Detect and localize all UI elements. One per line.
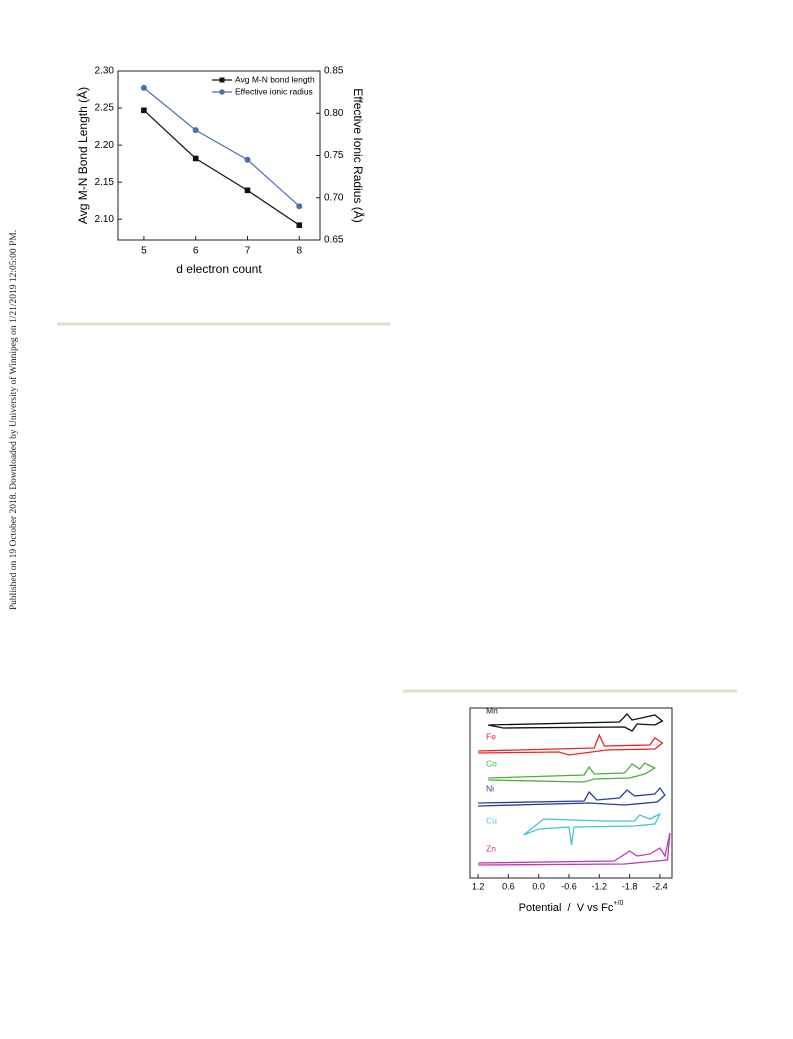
side-note: Published on 19 October 2018. Downloaded…: [8, 230, 19, 610]
y2-tick-label: 0.65: [324, 235, 344, 246]
x-tick-label: 6: [193, 246, 199, 257]
cv-trace: [478, 832, 671, 866]
y-tick-label: 2.15: [95, 177, 115, 188]
x-tick-label: 8: [297, 246, 303, 257]
cv-trace: [488, 762, 657, 783]
marker: [140, 84, 147, 91]
trace-label: Fe: [486, 731, 496, 741]
x-tick-label: 7: [245, 246, 251, 257]
x-axis-label: Potential / V vs Fc+/0: [519, 900, 624, 914]
x-tick-label: 5: [141, 246, 147, 257]
y-tick-label: 2.25: [95, 103, 115, 114]
trace-label: Co: [486, 758, 497, 768]
y-tick-label: 2.30: [95, 66, 115, 77]
marker: [296, 203, 303, 210]
y2-tick-label: 0.80: [324, 108, 344, 119]
marker: [296, 222, 303, 228]
y-tick-label: 2.20: [95, 140, 115, 151]
y2-tick-label: 0.70: [324, 192, 344, 203]
marker: [141, 107, 147, 114]
marker: [192, 155, 199, 162]
x-tick-label: -1.2: [592, 881, 608, 891]
legend-marker: [219, 89, 225, 95]
data-line: [143, 87, 300, 207]
marker: [192, 127, 199, 134]
legend-label: Effective ionic radius: [235, 86, 313, 96]
y2-tick-label: 0.85: [324, 66, 344, 77]
x-axis-label-superscript: +/0: [613, 900, 623, 907]
cv-trace: [478, 786, 666, 807]
plot-frame: [469, 707, 673, 879]
trace-label: Zn: [486, 843, 496, 853]
cv-trace: [488, 713, 664, 732]
x-axis-label: d electron count: [176, 262, 262, 276]
y2-tick-label: 0.75: [324, 150, 344, 161]
marker: [244, 187, 251, 194]
x-axis-label-main: Potential / V vs Fc: [519, 902, 614, 914]
trace-label: Cu: [486, 815, 497, 825]
y-axis-label: Avg M-N Bond Length (Å): [75, 87, 90, 224]
cv-trace: [523, 812, 662, 846]
x-tick-label: -2.4: [652, 881, 668, 891]
legend-marker: [219, 77, 225, 83]
trace-label: Ni: [486, 783, 494, 793]
data-line: [143, 109, 300, 226]
y-tick-label: 2.10: [95, 214, 115, 225]
x-tick-label: -1.8: [622, 881, 638, 891]
plot-frame: [117, 70, 321, 241]
y2-axis-label: Effective Ionic Radius (Å): [351, 88, 366, 223]
marker: [244, 156, 251, 163]
cv-trace: [478, 733, 664, 756]
x-tick-label: 1.2: [472, 881, 485, 891]
x-tick-label: -0.6: [561, 881, 577, 891]
trace-label: Mn: [486, 705, 498, 715]
x-tick-label: 0.6: [502, 881, 515, 891]
x-tick-label: 0.0: [532, 881, 545, 891]
legend-label: Avg M-N bond length: [235, 74, 315, 84]
